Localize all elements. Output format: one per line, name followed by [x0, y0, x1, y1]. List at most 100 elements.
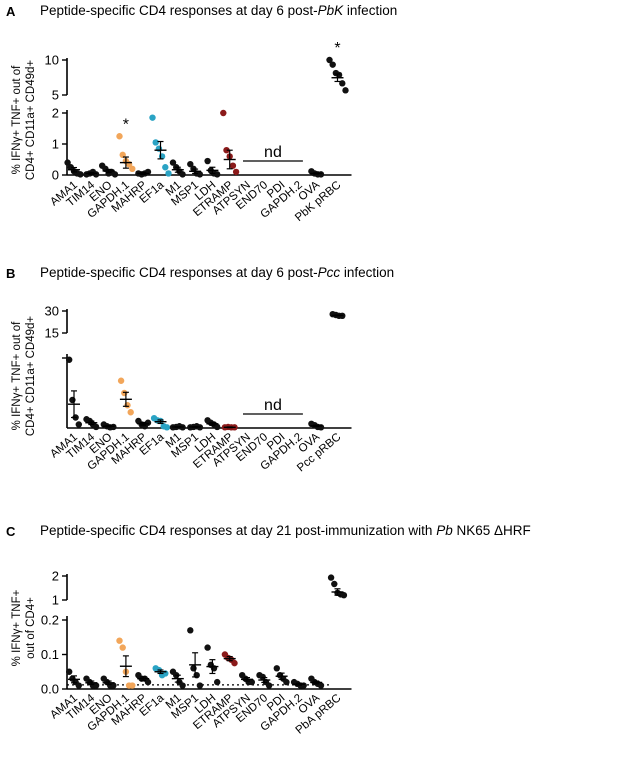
data-point — [273, 665, 280, 672]
data-point — [163, 424, 171, 431]
data-point — [124, 402, 131, 409]
title-text: Peptide-specific CD4 responses at day 6 … — [40, 265, 318, 280]
data-point — [204, 157, 211, 165]
data-point — [187, 627, 194, 634]
title-text: NK65 ΔHRF — [452, 523, 531, 538]
data-point — [190, 665, 197, 672]
data-point — [214, 171, 221, 178]
data-point — [165, 170, 172, 177]
y-axis-label: % IFNγ+ TNF+ out of — [11, 321, 23, 430]
data-point — [229, 162, 237, 169]
data-point — [75, 421, 83, 428]
data-point — [92, 682, 100, 689]
title-text: infection — [343, 3, 398, 18]
data-point — [283, 678, 290, 686]
y-axis-label: CD4+ CD11a+ CD49d+ — [25, 316, 37, 437]
data-point — [121, 389, 128, 397]
data-point — [117, 377, 125, 384]
data-point — [326, 56, 333, 64]
title-italic: PbK — [317, 3, 344, 18]
data-point — [329, 61, 336, 68]
y-tick-label: 2 — [52, 106, 59, 121]
significance-marker: * — [123, 116, 129, 133]
data-point — [179, 171, 186, 178]
data-point — [66, 356, 73, 363]
data-point — [179, 682, 186, 689]
data-point — [69, 396, 76, 404]
y-axis-label: % IFNγ+ TNF+ — [11, 589, 23, 666]
data-point — [232, 168, 240, 176]
chart-a: 0 1 2 5 10 % IFNγ+ TNF+ out of CD4+ CD11a+ CD4… — [11, 40, 352, 224]
data-point — [339, 80, 346, 87]
y-tick-label: 2 — [52, 569, 59, 584]
panel-title: Peptide-specific CD4 responses at day 6 … — [40, 3, 397, 18]
panel-letter: A — [6, 4, 16, 19]
data-point — [317, 682, 325, 689]
y-tick-label: 10 — [45, 53, 59, 68]
panel-letter: C — [6, 524, 16, 539]
data-point — [265, 682, 273, 689]
nd-label: nd — [264, 144, 282, 161]
data-point — [127, 409, 134, 416]
panel-letter: B — [6, 266, 16, 281]
data-point — [204, 644, 211, 651]
data-point — [116, 133, 123, 140]
y-tick-label: 15 — [45, 326, 59, 341]
data-point — [331, 580, 338, 588]
title-text: infection — [340, 265, 395, 280]
title-italic: Pcc — [317, 265, 341, 280]
data-point — [196, 171, 204, 178]
data-point — [64, 159, 71, 166]
y-tick-label: 30 — [45, 304, 59, 319]
data-point — [196, 682, 204, 689]
data-point — [129, 165, 136, 172]
panel-a: A Peptide-specific CD4 responses at day … — [0, 0, 618, 250]
panel-c: C Peptide-specific CD4 responses at day … — [0, 516, 618, 758]
data-point — [111, 171, 119, 178]
significance-marker: * — [334, 40, 340, 57]
data-point — [116, 637, 123, 644]
data-point — [144, 678, 152, 686]
y-axis-label: out of CD4+ — [25, 597, 37, 659]
title-text: Peptide-specific CD4 responses at day 6 … — [40, 3, 318, 18]
data-point — [119, 644, 126, 651]
chart-b: 15 30 % IFNγ+ TNF+ out of CD4+ CD11a+ CD49d… — [11, 304, 352, 474]
y-tick-label: 0 — [52, 168, 59, 183]
data-point — [223, 147, 230, 154]
y-tick-label: 1 — [52, 137, 59, 152]
title-text: Peptide-specific CD4 responses at day 21… — [40, 523, 437, 538]
data-point — [220, 109, 227, 117]
y-tick-label: 0.1 — [41, 647, 59, 662]
data-point — [214, 423, 221, 431]
panel-title: Peptide-specific CD4 responses at day 6 … — [40, 265, 394, 280]
data-point — [66, 668, 73, 675]
y-tick-label: 1 — [52, 593, 59, 608]
data-point — [110, 682, 117, 689]
data-point — [187, 160, 194, 168]
panel-title: Peptide-specific CD4 responses at day 21… — [40, 523, 531, 538]
data-point — [248, 678, 255, 686]
data-point — [110, 423, 117, 431]
data-point — [152, 139, 159, 146]
title-italic: Pb — [436, 523, 453, 538]
y-tick-label: 0.0 — [41, 682, 59, 697]
y-tick-label: 5 — [52, 88, 59, 103]
data-point — [340, 592, 348, 599]
data-point — [327, 574, 335, 581]
chart-c: 0.00.10.212% IFNγ+ TNF+ out of CD4+AMA1TI… — [11, 569, 352, 737]
data-point — [77, 171, 84, 178]
data-point — [149, 114, 156, 121]
y-axis-label: CD4+ CD11a+ CD49d+ — [25, 60, 37, 181]
panel-b: B Peptide-specific CD4 responses at day … — [0, 258, 618, 508]
nd-label: nd — [264, 397, 282, 414]
data-point — [342, 87, 349, 94]
data-point — [75, 682, 83, 689]
data-point — [162, 164, 169, 171]
data-point — [214, 678, 221, 686]
data-point — [92, 423, 100, 431]
y-axis-label: % IFNγ+ TNF+ out of — [11, 65, 23, 174]
y-tick-label: 0.2 — [41, 613, 59, 628]
data-point — [169, 159, 177, 166]
data-point — [231, 659, 238, 667]
data-point — [129, 682, 136, 689]
